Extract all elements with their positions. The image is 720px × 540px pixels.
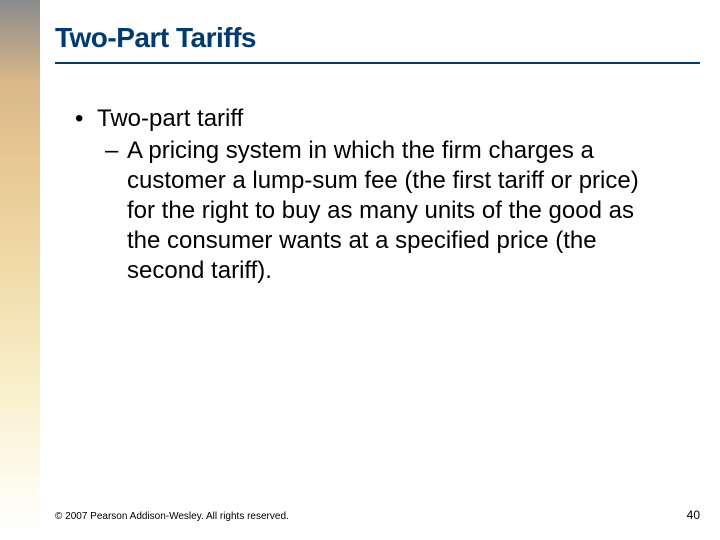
sub-bullet-marker: – <box>105 136 127 166</box>
slide-content: Two-Part Tariffs • Two-part tariff – A p… <box>55 0 700 540</box>
copyright-text: © 2007 Pearson Addison-Wesley. All right… <box>55 511 289 522</box>
sub-bullet-item: – A pricing system in which the firm cha… <box>75 136 680 286</box>
page-number: 40 <box>687 508 700 522</box>
sub-bullet-text: A pricing system in which the firm charg… <box>127 136 680 286</box>
bullet-item: • Two-part tariff <box>75 104 680 134</box>
slide-title: Two-Part Tariffs <box>55 0 700 64</box>
decorative-sidebar <box>0 0 40 540</box>
bullet-text: Two-part tariff <box>97 104 680 134</box>
bullet-marker: • <box>75 104 97 134</box>
footer: © 2007 Pearson Addison-Wesley. All right… <box>55 508 700 522</box>
body-content: • Two-part tariff – A pricing system in … <box>55 64 700 286</box>
